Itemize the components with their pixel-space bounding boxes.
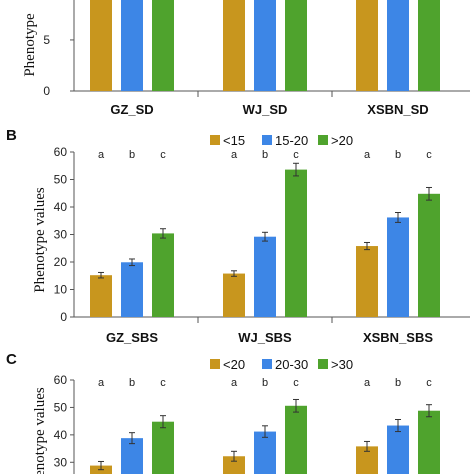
panel-label: B	[6, 127, 17, 144]
significance-letter: c	[160, 149, 166, 161]
significance-letter: c	[293, 377, 299, 389]
significance-letter: a	[231, 149, 238, 161]
bar	[418, 410, 440, 474]
significance-letter: b	[395, 377, 401, 389]
significance-letter: b	[395, 149, 401, 161]
bar	[90, 275, 112, 317]
y-tick-label: 0	[43, 84, 50, 98]
significance-letter: c	[293, 149, 299, 161]
y-tick-label: 30	[54, 455, 68, 469]
y-tick-label: 50	[54, 400, 68, 414]
y-tick-label: 60	[54, 373, 68, 387]
bar	[121, 0, 143, 91]
y-tick-label: 40	[54, 200, 68, 214]
legend-label: <15	[223, 133, 245, 148]
bar	[356, 446, 378, 474]
significance-letter: a	[364, 149, 371, 161]
y-tick-label: 40	[54, 428, 68, 442]
bar	[152, 421, 174, 474]
bar	[223, 0, 245, 91]
bar	[387, 0, 409, 91]
category-label: XSBN_SD	[367, 102, 428, 117]
significance-letter: a	[98, 377, 105, 389]
bar	[356, 246, 378, 317]
bar	[254, 0, 276, 91]
bar	[356, 0, 378, 91]
bar	[254, 236, 276, 317]
significance-letter: b	[129, 377, 135, 389]
bar	[223, 273, 245, 317]
legend-swatch	[318, 359, 328, 369]
significance-letter: b	[262, 149, 268, 161]
significance-letter: b	[129, 149, 135, 161]
y-tick-label: 0	[60, 310, 67, 324]
legend-swatch	[262, 359, 272, 369]
legend-label: >30	[331, 357, 353, 372]
bar	[152, 0, 174, 91]
legend-label: <20	[223, 357, 245, 372]
bar	[121, 438, 143, 474]
legend-label: 20-30	[275, 357, 308, 372]
category-label: GZ_SBS	[106, 330, 158, 345]
significance-letter: a	[231, 377, 238, 389]
y-tick-label: 60	[54, 145, 68, 159]
y-tick-label: 5	[43, 33, 50, 47]
bar	[90, 0, 112, 91]
y-tick-label: 30	[54, 228, 68, 242]
significance-letter: c	[426, 149, 432, 161]
bar	[285, 169, 307, 317]
category-label: WJ_SBS	[238, 330, 292, 345]
legend-swatch	[262, 135, 272, 145]
significance-letter: a	[364, 377, 371, 389]
y-axis-label: Phenotype values	[32, 187, 48, 293]
legend-swatch	[210, 135, 220, 145]
y-axis-label: Phenotype	[22, 13, 38, 77]
legend-label: 15-20	[275, 133, 308, 148]
bar	[285, 405, 307, 474]
bar	[387, 217, 409, 317]
panel-label: C	[6, 351, 17, 368]
significance-letter: c	[160, 377, 166, 389]
bar	[285, 0, 307, 91]
legend-swatch	[318, 135, 328, 145]
category-label: GZ_SD	[110, 102, 153, 117]
bar	[223, 456, 245, 474]
bar	[387, 425, 409, 474]
category-label: XSBN_SBS	[363, 330, 433, 345]
bar	[152, 233, 174, 317]
bar	[418, 193, 440, 317]
bar	[418, 0, 440, 91]
bar	[121, 262, 143, 317]
y-tick-label: 10	[54, 283, 68, 297]
y-axis-label: Phenotype values	[32, 387, 48, 474]
category-label: WJ_SD	[243, 102, 288, 117]
bar	[254, 431, 276, 474]
legend-swatch	[210, 359, 220, 369]
y-tick-label: 50	[54, 173, 68, 187]
y-tick-label: 20	[54, 255, 68, 269]
legend-label: >20	[331, 133, 353, 148]
significance-letter: b	[262, 377, 268, 389]
significance-letter: c	[426, 377, 432, 389]
significance-letter: a	[98, 149, 105, 161]
